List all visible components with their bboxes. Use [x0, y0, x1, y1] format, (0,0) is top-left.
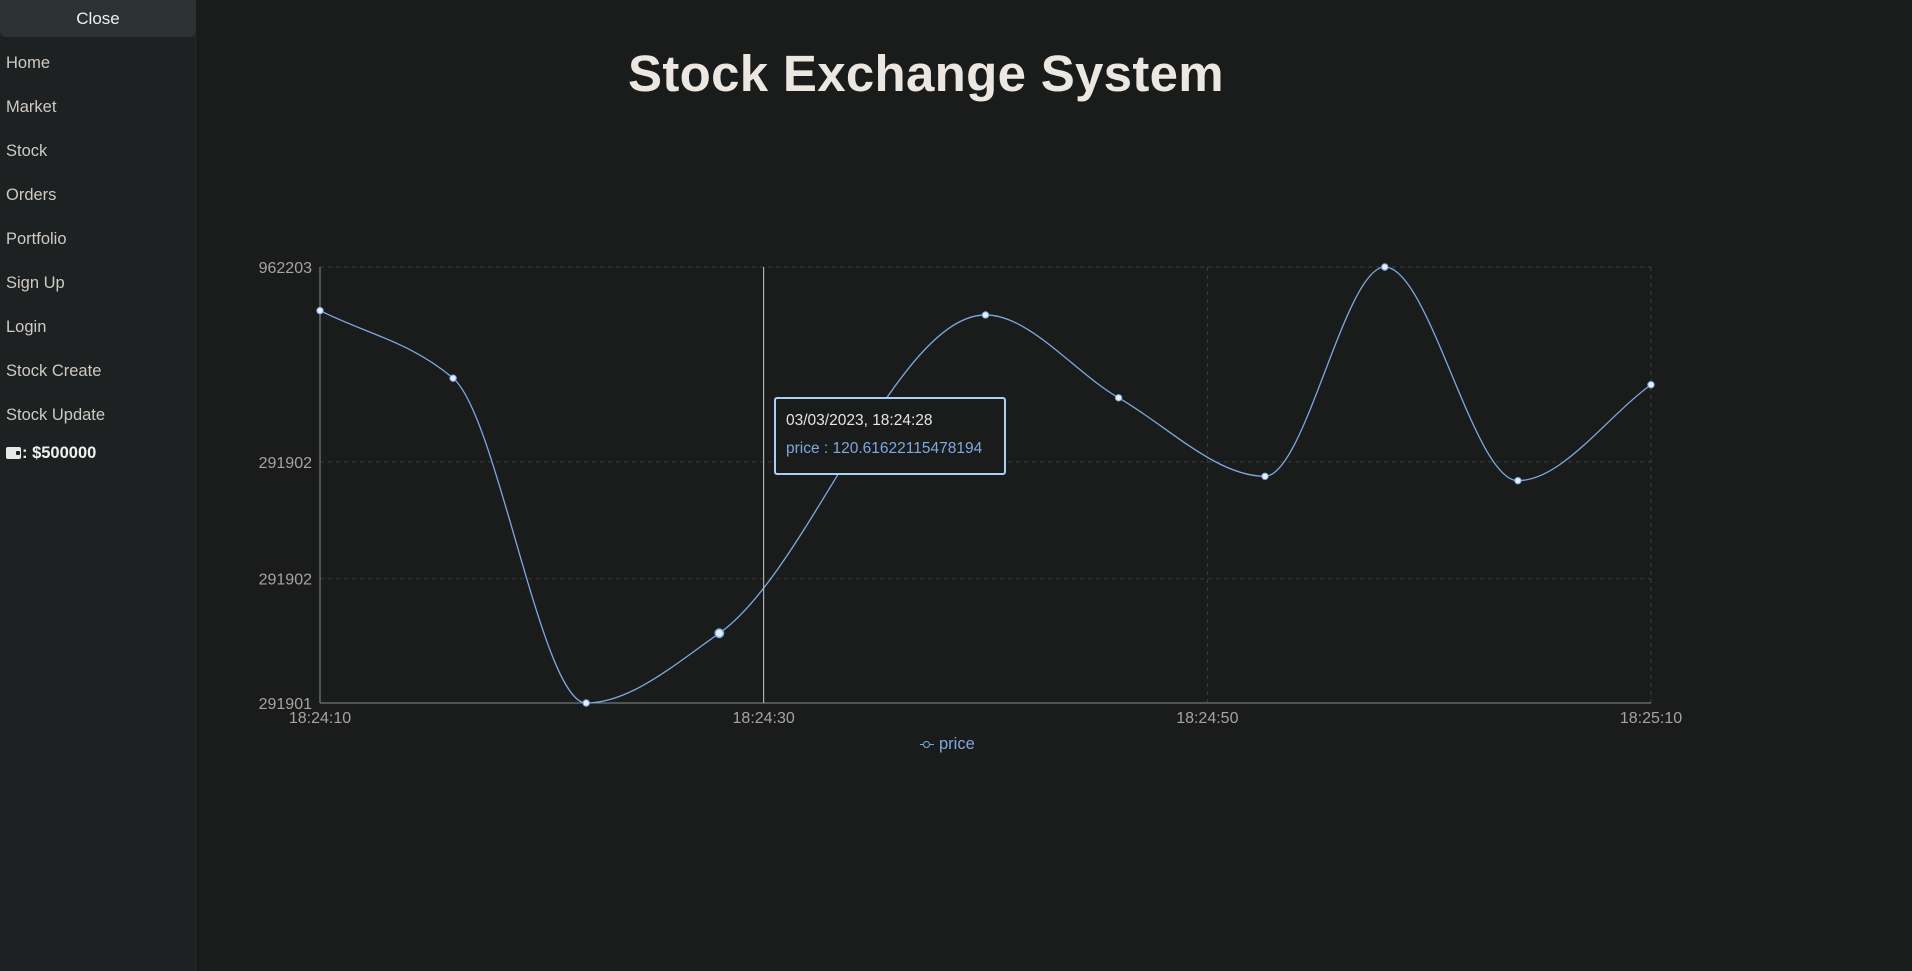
wallet-icon: [6, 447, 21, 459]
nav-item-stock-create[interactable]: Stock Create: [6, 362, 102, 380]
price-point: [1261, 472, 1269, 480]
wallet-balance-text: : $500000: [22, 444, 97, 462]
price-point: [449, 374, 457, 382]
nav-item-orders[interactable]: Orders: [6, 186, 57, 204]
nav-item-login[interactable]: Login: [6, 318, 47, 336]
legend-line-icon: [920, 740, 934, 750]
wallet-balance: : $500000: [0, 439, 195, 467]
nav-item-stock-update[interactable]: Stock Update: [6, 406, 106, 424]
x-tick-label: 18:24:10: [289, 710, 351, 727]
nav-item-portfolio[interactable]: Portfolio: [6, 230, 67, 248]
tooltip-time: 03/03/2023, 18:24:28: [786, 412, 933, 429]
price-point: [1114, 394, 1123, 402]
nav-item-market[interactable]: Market: [6, 98, 57, 116]
tooltip-price: price : 120.61622115478194: [786, 440, 983, 457]
price-point-active: [714, 628, 725, 639]
legend-label: price: [939, 735, 975, 753]
y-tick-label: 291902: [259, 572, 312, 589]
page-title: Stock Exchange System: [628, 45, 1224, 102]
nav-item-stock[interactable]: Stock: [6, 142, 48, 160]
price-point: [582, 699, 590, 707]
x-tick-label: 18:24:50: [1176, 710, 1238, 727]
sidebar: Close Home Market Stock Orders Portfolio…: [0, 0, 196, 971]
price-series-line: [319, 266, 1652, 704]
y-tick-label: 291901: [259, 696, 312, 713]
nav-item-sign-up[interactable]: Sign Up: [6, 274, 65, 292]
close-button[interactable]: Close: [0, 0, 196, 37]
y-tick-label: 291902: [259, 455, 312, 472]
x-tick-label: 18:24:30: [733, 710, 795, 727]
y-tick-label: 962203: [259, 260, 312, 277]
nav-item-home[interactable]: Home: [6, 54, 51, 72]
price-point: [1514, 476, 1522, 485]
nav-menu: Home Market Stock Orders Portfolio Sign …: [0, 41, 195, 437]
price-point: [981, 311, 990, 319]
price-point: [316, 306, 324, 315]
price-point: [1381, 263, 1389, 271]
chart-tooltip: 03/03/2023, 18:24:28 price : 120.6162211…: [774, 397, 1006, 475]
chart-legend[interactable]: price: [920, 735, 975, 754]
price-point: [1647, 381, 1655, 389]
x-tick-label: 18:25:10: [1620, 710, 1682, 727]
